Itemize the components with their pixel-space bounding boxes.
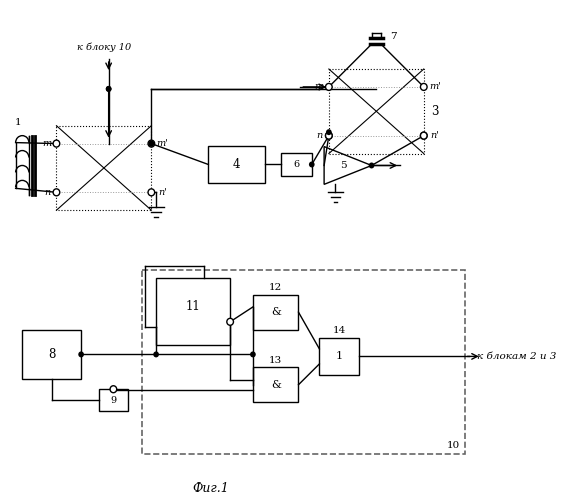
Text: m: m	[42, 139, 52, 148]
Text: к блоку 10: к блоку 10	[77, 42, 131, 52]
Circle shape	[149, 140, 154, 146]
Circle shape	[420, 132, 427, 139]
Circle shape	[325, 84, 332, 90]
Circle shape	[110, 386, 117, 392]
Circle shape	[420, 132, 427, 139]
Circle shape	[309, 162, 315, 168]
Text: 1: 1	[15, 118, 22, 127]
Bar	[329, 69, 424, 154]
Text: &: &	[271, 307, 280, 317]
Circle shape	[325, 132, 332, 139]
Text: 3: 3	[431, 105, 439, 118]
Text: 1: 1	[335, 352, 343, 362]
Bar	[253, 368, 298, 402]
Text: 11: 11	[186, 300, 200, 313]
Text: m': m'	[429, 82, 441, 92]
Circle shape	[106, 86, 112, 92]
Circle shape	[53, 189, 60, 196]
Circle shape	[79, 352, 84, 358]
Circle shape	[149, 140, 154, 146]
Text: &: &	[271, 380, 280, 390]
Bar	[99, 389, 128, 411]
Text: 9: 9	[111, 396, 117, 404]
Circle shape	[250, 352, 256, 358]
Bar	[253, 294, 298, 330]
Text: n: n	[316, 131, 323, 140]
Text: 12: 12	[269, 284, 282, 292]
Text: n': n'	[431, 131, 440, 140]
Text: 13: 13	[269, 356, 282, 365]
Circle shape	[326, 129, 332, 135]
Circle shape	[53, 140, 60, 147]
Text: m': m'	[157, 139, 169, 148]
Bar	[22, 330, 81, 380]
Text: 4: 4	[233, 158, 241, 171]
Bar	[57, 126, 151, 210]
Bar	[208, 146, 265, 184]
Circle shape	[325, 132, 332, 139]
Circle shape	[227, 318, 233, 326]
Bar	[282, 152, 312, 176]
Text: 8: 8	[48, 348, 56, 361]
Text: n': n'	[158, 188, 167, 197]
Bar	[319, 338, 359, 376]
Text: 10: 10	[447, 442, 460, 450]
Circle shape	[106, 86, 112, 92]
Circle shape	[148, 140, 155, 147]
Bar	[156, 278, 230, 345]
Circle shape	[148, 189, 155, 196]
Text: Фиг.1: Фиг.1	[192, 482, 228, 495]
Text: 5: 5	[340, 161, 346, 170]
Text: к блокам 2 и 3: к блокам 2 и 3	[477, 352, 557, 361]
Bar	[142, 270, 465, 454]
Text: 7: 7	[390, 32, 397, 40]
Text: 14: 14	[333, 326, 346, 335]
Circle shape	[420, 84, 427, 90]
Text: n: n	[44, 188, 50, 197]
Text: m: m	[315, 82, 324, 92]
Text: 6: 6	[293, 160, 300, 169]
Circle shape	[369, 162, 374, 168]
Circle shape	[153, 352, 159, 358]
